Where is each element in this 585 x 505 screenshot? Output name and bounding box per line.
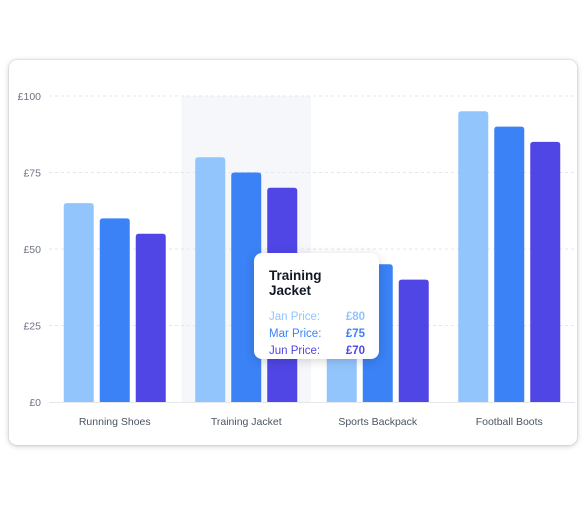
x-tick-label: Football Boots bbox=[476, 416, 543, 428]
x-tick-label: Running Shoes bbox=[79, 416, 151, 428]
tooltip-row-jun: Jun Price: £70 bbox=[269, 343, 365, 360]
bar bbox=[195, 157, 226, 402]
bar bbox=[458, 111, 489, 403]
tooltip-row-label: Jun Price: bbox=[269, 345, 321, 357]
bar bbox=[135, 233, 166, 402]
bar bbox=[231, 172, 262, 402]
y-tick-label: £25 bbox=[23, 321, 41, 333]
tooltip-row-jan: Jan Price: £80 bbox=[269, 309, 365, 326]
bar bbox=[63, 203, 94, 402]
tooltip-title: Training Jacket bbox=[269, 268, 322, 298]
tooltip-row-label: Jan Price: bbox=[269, 311, 321, 323]
bar bbox=[494, 126, 525, 402]
y-tick-label: £75 bbox=[23, 168, 41, 180]
y-tick-label: £50 bbox=[23, 244, 41, 256]
chart-tooltip: Training Jacket Jan Price: £80 Mar Price… bbox=[254, 253, 379, 359]
tooltip-row-value: £80 bbox=[345, 311, 365, 323]
x-tick-label: Training Jacket bbox=[211, 416, 282, 428]
tooltip-row-value: £75 bbox=[345, 328, 365, 340]
y-tick-label: £0 bbox=[29, 397, 41, 409]
tooltip-row-label: Mar Price: bbox=[269, 328, 322, 340]
bar bbox=[530, 141, 561, 402]
y-tick-label: £100 bbox=[18, 91, 42, 103]
x-tick-label: Sports Backpack bbox=[338, 416, 418, 428]
tooltip-row-mar: Mar Price: £75 bbox=[269, 326, 365, 343]
bar bbox=[99, 218, 130, 402]
bar bbox=[398, 279, 429, 402]
tooltip-row-value: £70 bbox=[345, 345, 365, 357]
